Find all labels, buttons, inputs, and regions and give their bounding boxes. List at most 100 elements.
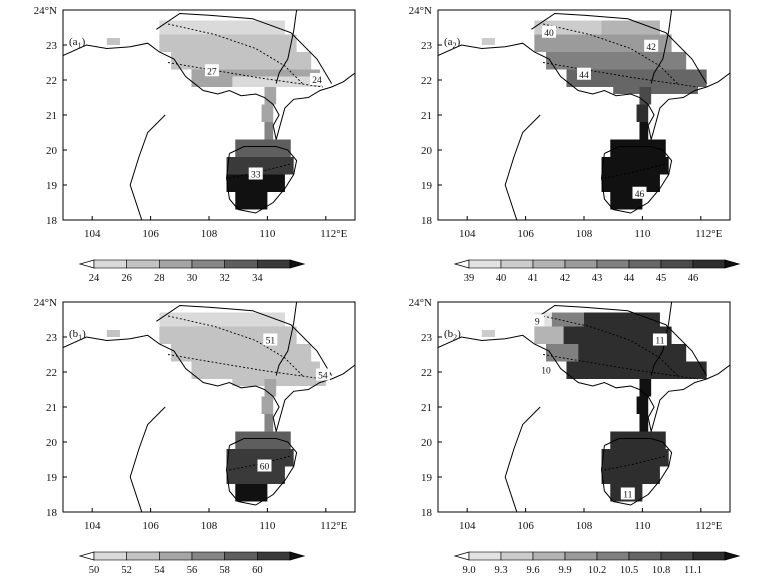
contour-label-bg [257, 459, 272, 472]
colorbar-segment [596, 551, 630, 561]
y-tick-label: 22 [421, 367, 432, 379]
colorbar-tick-label: 54 [154, 565, 165, 576]
x-tick-label: 108 [201, 228, 218, 240]
y-tick-label: 18 [46, 215, 58, 227]
y-tick-label: 22 [46, 367, 57, 379]
shaded-cell-leizhou [636, 104, 649, 122]
coastline [129, 406, 166, 512]
shaded-cell-guangxi [159, 326, 297, 344]
panel-label: (b1) [69, 328, 86, 342]
panel-label-subscript: 1 [78, 333, 82, 342]
colorbar: 50 52 54 56 58 60 [78, 551, 306, 576]
y-tick-label: 23 [46, 332, 58, 344]
shaded-cell-leizhou [636, 396, 649, 414]
y-tick-label: 20 [421, 437, 433, 449]
contour-label-bg [530, 314, 545, 327]
y-tick-label: 23 [46, 40, 58, 52]
y-tick-label: 24°N [34, 5, 57, 17]
colorbar-segment [78, 551, 95, 561]
shaded-cell-islet [481, 38, 495, 45]
colorbar-segment [564, 551, 598, 561]
coastline [129, 114, 166, 220]
map-panel-a1: 104 106 108 110 112°E 24°N 23 22 21 20 19 18 (a1) 27 2… [34, 5, 356, 284]
colorbar-segment [532, 551, 566, 561]
contour-line [543, 354, 698, 380]
contour-label: 9 [535, 317, 540, 327]
colorbar-segment [596, 259, 630, 269]
panel-label-subscript: 1 [78, 41, 82, 50]
y-tick-label: 22 [421, 75, 432, 87]
colorbar-tick-label: 32 [219, 273, 230, 284]
province-border [156, 304, 333, 376]
contour-label-bg [577, 67, 591, 80]
shaded-cell-guangxi [584, 312, 660, 327]
y-tick-label: 18 [46, 507, 58, 519]
contour-label: 42 [646, 43, 656, 53]
y-tick-label: 18 [421, 215, 433, 227]
colorbar-tick-label: 24 [89, 273, 100, 284]
colorbar-segment [78, 259, 95, 269]
shaded-cell-islet [106, 330, 120, 337]
shaded-cell-guangxi [159, 34, 297, 52]
x-tick-label: 106 [142, 520, 159, 532]
colorbar-segment [126, 259, 160, 269]
shaded-cell-hainan [601, 157, 669, 175]
shaded-cell-hainan [601, 449, 669, 467]
contour-label: 11 [655, 337, 664, 347]
y-tick-label: 24°N [34, 297, 57, 309]
contour-label-bg [644, 39, 659, 52]
colorbar-tick-label: 9.6 [526, 565, 539, 576]
shaded-cell-guangxi [601, 20, 660, 35]
colorbar-tick-label: 56 [187, 565, 198, 576]
contour-line [168, 315, 303, 376]
map-panel-a2: 104 106 108 110 112°E 24°N 23 22 21 20 19 18 (a2) 40 4… [409, 5, 741, 284]
y-tick-label: 19 [46, 180, 58, 192]
colorbar-tick-label: 9.0 [462, 565, 475, 576]
contour-label-bg [539, 363, 554, 376]
shaded-cell-guangxi [159, 20, 285, 35]
coastline [438, 42, 730, 140]
colorbar-tick-label: 52 [121, 565, 132, 576]
y-tick-label: 23 [421, 332, 433, 344]
shaded-cell-guangxi [232, 76, 323, 87]
shaded-cell-hainan [226, 449, 294, 467]
colorbar-segment [191, 259, 225, 269]
colorbar-tick-label: 26 [121, 273, 132, 284]
shaded-cell-leizhou [639, 87, 652, 105]
x-tick-label: 106 [517, 520, 534, 532]
colorbar-segment [500, 259, 534, 269]
colorbar-segment [468, 259, 502, 269]
x-tick-label: 104 [459, 228, 476, 240]
y-tick-label: 24°N [409, 297, 432, 309]
colorbar-tick-label: 39 [464, 273, 475, 284]
x-tick-label: 112°E [695, 520, 722, 532]
contour-label: 51 [266, 337, 276, 347]
y-tick-label: 21 [421, 402, 432, 414]
coastline [504, 114, 541, 220]
shaded-cell-hainan [601, 466, 660, 484]
shaded-cell-guangxi [566, 361, 707, 379]
contour-label: 27 [207, 67, 217, 77]
x-tick-label: 112°E [695, 228, 722, 240]
colorbar-segment [692, 259, 726, 269]
colorbar-segment [724, 259, 741, 269]
colorbar: 39 40 41 42 43 44 45 46 [453, 259, 741, 284]
colorbar-segment [453, 259, 470, 269]
shaded-cell-islet [481, 330, 495, 337]
shaded-cell-guangxi [534, 34, 672, 52]
colorbar-segment [628, 259, 662, 269]
colorbar-tick-label: 50 [89, 565, 100, 576]
hainan-coastline [225, 438, 298, 506]
panel-label-letter: b [448, 328, 454, 340]
panel-label-letter: a [73, 36, 78, 48]
contour-line [229, 163, 291, 179]
x-tick-label: 112°E [320, 520, 347, 532]
x-tick-label: 104 [84, 228, 101, 240]
colorbar-segment [532, 259, 566, 269]
colorbar-tick-label: 11.1 [684, 565, 702, 576]
contour-label: 54 [318, 372, 328, 382]
contour-line [604, 163, 666, 179]
contour-label-bg [315, 368, 330, 381]
colorbar-segment [724, 551, 741, 561]
